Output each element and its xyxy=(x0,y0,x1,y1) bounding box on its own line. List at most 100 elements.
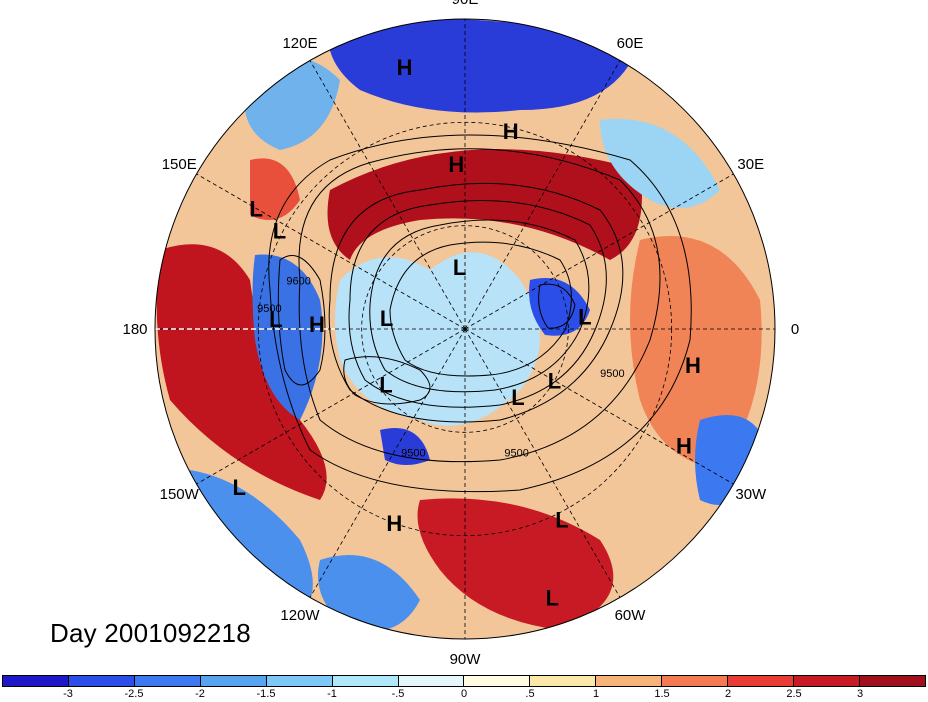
colorbar-segment xyxy=(662,676,729,686)
colorbar-segment xyxy=(200,676,267,686)
colorbar-segment xyxy=(134,676,201,686)
colorbar-tick-label: -2.5 xyxy=(124,688,144,700)
colorbar-tick-label: 3 xyxy=(856,688,864,700)
meridian-line xyxy=(196,173,466,330)
high-center-label: H xyxy=(309,312,325,337)
colorbar-tick-label: 1.5 xyxy=(654,688,670,700)
contour-value-label: 9500 xyxy=(504,448,528,460)
colorbar xyxy=(2,675,926,687)
contour-value-label: 9500 xyxy=(401,448,425,460)
colorbar-tick-label: 0 xyxy=(460,688,468,700)
colorbar-segment xyxy=(398,676,465,686)
colorbar-tick-label: -2 xyxy=(195,688,205,700)
low-center-label: L xyxy=(555,507,568,532)
colorbar-segment xyxy=(266,676,333,686)
colorbar-segment xyxy=(596,676,663,686)
high-center-label: H xyxy=(685,353,701,378)
colorbar-tick-label: .5 xyxy=(525,688,535,700)
contour-value-label: 9500 xyxy=(600,368,624,380)
colorbar-segment xyxy=(859,676,925,686)
contour-line xyxy=(348,200,607,408)
longitude-label: 120E xyxy=(282,35,317,52)
colorbar-segment xyxy=(794,676,860,686)
anomaly-patch xyxy=(328,19,640,113)
colorbar-segment xyxy=(68,676,135,686)
contour-line xyxy=(268,134,692,493)
colorbar-tick-label: 2.5 xyxy=(786,688,802,700)
anomaly-patch xyxy=(600,118,720,208)
anomaly-patch xyxy=(156,244,327,500)
colorbar-tick-label: 2 xyxy=(724,688,732,700)
day-title: Day 2001092218 xyxy=(50,618,251,648)
low-center-label: L xyxy=(578,304,591,329)
meridian-line xyxy=(196,328,466,485)
high-center-label: H xyxy=(676,433,692,458)
high-center-label: H xyxy=(397,55,413,80)
anomaly-patch xyxy=(318,555,420,632)
contour-line xyxy=(538,283,576,329)
anomaly-field xyxy=(155,19,775,639)
longitude-label: 0 xyxy=(791,321,799,338)
colorbar-segment xyxy=(332,676,399,686)
map-boundary xyxy=(154,18,776,640)
longitude-label: 180 xyxy=(122,321,147,338)
low-center-label: L xyxy=(233,475,246,500)
anomaly-patch xyxy=(417,498,614,630)
graticule xyxy=(155,19,775,639)
contour-labels: 9500 9500 9500 9500 9600 xyxy=(257,275,624,459)
low-center-label: L xyxy=(380,306,393,331)
low-center-label: L xyxy=(249,196,262,221)
parallel-line xyxy=(257,121,673,537)
low-center-label: L xyxy=(511,385,524,410)
high-center-label: H xyxy=(448,152,464,177)
colorbar-tick-label: -3 xyxy=(63,688,73,700)
low-center-label: L xyxy=(379,372,392,397)
anomaly-patch xyxy=(630,236,762,470)
colorbar-tick-label: 1 xyxy=(592,688,600,700)
anomaly-patch xyxy=(250,158,300,220)
contour-line xyxy=(343,356,431,405)
colorbar-segment xyxy=(3,676,69,686)
anomaly-patch xyxy=(380,428,430,465)
high-center-label: H xyxy=(503,119,519,144)
low-center-label: L xyxy=(269,307,282,332)
colorbar-tick-label: -1.5 xyxy=(256,688,276,700)
anomaly-patch xyxy=(335,252,540,426)
contour-line xyxy=(369,219,590,393)
meridian-line xyxy=(309,60,466,330)
contour-value-label: 9500 xyxy=(257,303,281,315)
meridian-line xyxy=(464,60,621,330)
longitude-label: 90E xyxy=(452,0,479,8)
longitude-label: 30E xyxy=(737,156,764,173)
colorbar-segment xyxy=(728,676,795,686)
colorbar-tick-label: -1 xyxy=(327,688,337,700)
meridian-line xyxy=(464,328,734,485)
colorbar-tick-label: -.5 xyxy=(391,688,405,700)
parallel-line xyxy=(361,225,569,433)
contour-line xyxy=(277,255,326,386)
contour-line xyxy=(389,241,572,377)
colorbar-segment xyxy=(464,676,531,686)
longitude-labels: 90E 60E 30E 0 30W 60W 90W 120W 150W 180 150E 120E xyxy=(122,0,799,668)
longitude-label: 30W xyxy=(735,486,767,503)
longitude-label: 60W xyxy=(615,607,647,624)
longitude-label: 150E xyxy=(162,156,197,173)
low-center-label: L xyxy=(548,369,561,394)
longitude-label: 120W xyxy=(280,607,320,624)
high-center-label: H xyxy=(386,511,402,536)
meridian-line xyxy=(464,328,621,598)
meridian-line xyxy=(309,328,466,598)
longitude-label: 90W xyxy=(450,651,482,668)
height-contours xyxy=(268,134,692,493)
colorbar-segment xyxy=(530,676,597,686)
longitude-label: 150W xyxy=(160,486,200,503)
contour-value-label: 9600 xyxy=(286,275,310,287)
contour-line xyxy=(298,148,661,463)
anomaly-patch xyxy=(327,149,642,260)
low-center-label: L xyxy=(546,586,559,611)
meridian-line xyxy=(464,173,734,330)
low-center-label: L xyxy=(273,218,286,243)
longitude-label: 60E xyxy=(617,35,644,52)
